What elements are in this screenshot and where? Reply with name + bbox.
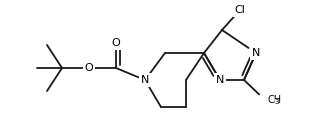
Text: CH: CH xyxy=(267,95,281,105)
Text: O: O xyxy=(112,38,120,48)
Text: 3: 3 xyxy=(275,99,279,105)
Text: N: N xyxy=(216,75,224,85)
Text: N: N xyxy=(141,75,149,85)
Text: N: N xyxy=(252,48,260,58)
Text: O: O xyxy=(84,63,93,73)
Text: Cl: Cl xyxy=(235,5,245,15)
